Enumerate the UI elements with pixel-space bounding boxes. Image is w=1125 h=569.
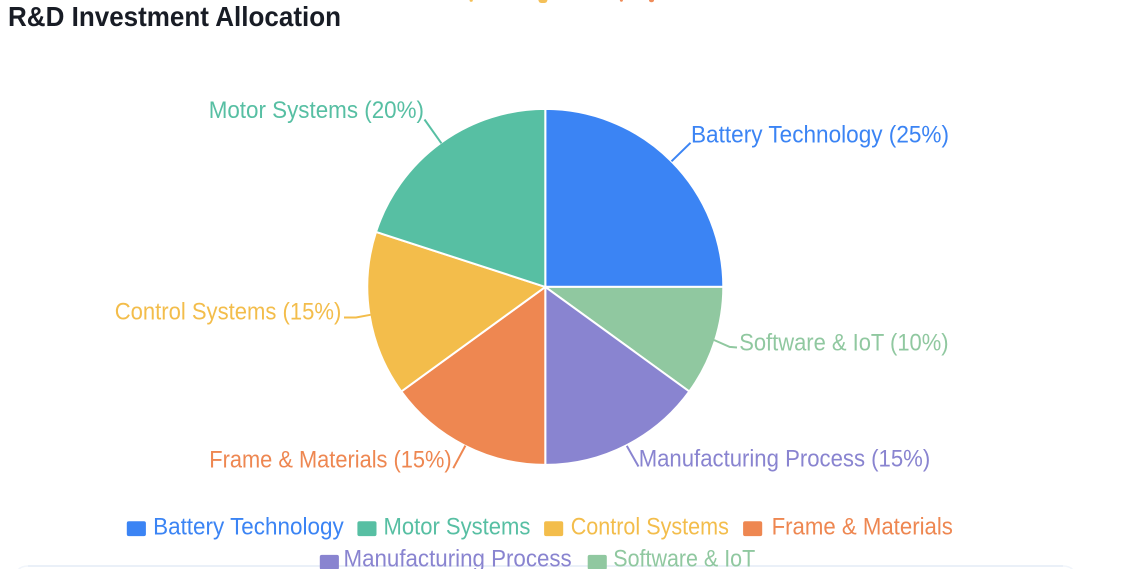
svg-text:Manufacturing Process: Manufacturing Process [344,545,572,569]
svg-text:Control Systems (15%): Control Systems (15%) [115,299,342,326]
svg-text:Frame & Materials: Frame & Materials [772,513,953,540]
svg-text:Battery Technology (25%): Battery Technology (25%) [691,121,949,148]
svg-text:Control Systems: Control Systems [571,513,729,540]
svg-text:Frame & Materials (15%): Frame & Materials (15%) [209,447,451,474]
svg-text:Manufacturing Process (15%): Manufacturing Process (15%) [639,445,931,472]
svg-text:Motor Systems: Motor Systems [384,513,531,540]
svg-text:Battery Technology: Battery Technology [153,513,344,540]
svg-text:Motor Systems (20%): Motor Systems (20%) [209,97,424,124]
svg-text:R&D Investment Allocation: R&D Investment Allocation [8,1,341,32]
svg-text:Software & IoT (10%): Software & IoT (10%) [739,329,948,356]
svg-text:Software & IoT: Software & IoT [613,545,755,569]
